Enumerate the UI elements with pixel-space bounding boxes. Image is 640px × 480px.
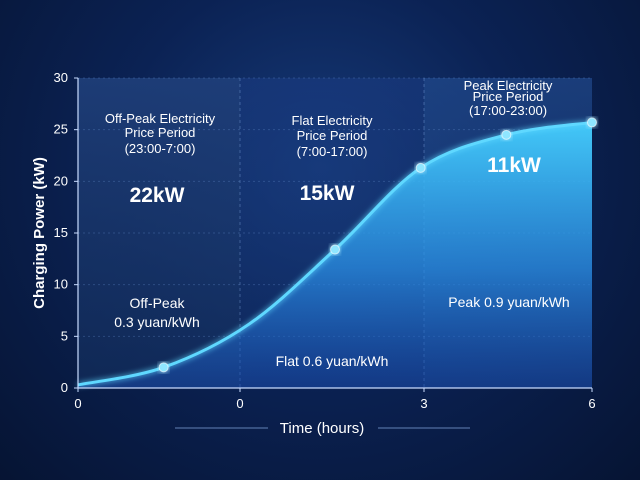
y-tick-label: 30 [54,70,68,85]
period-power-label: 11kW [487,154,541,177]
y-tick-label: 5 [61,328,68,343]
x-tick-label: 3 [420,396,427,411]
period-title-line: (17:00-23:00) [469,103,547,118]
period-price-label: Flat 0.6 yuan/kWh [276,353,389,369]
y-tick-label: 25 [54,122,68,137]
x-tick-label: 0 [236,396,243,411]
y-tick-label: 20 [54,173,68,188]
y-axis-label: Charging Power (kW) [31,157,48,309]
period-price-label: 0.3 yuan/kWh [114,314,200,330]
y-tick-label: 10 [54,277,68,292]
period-price-label: Off-Peak [130,295,186,311]
x-axis-label: Time (hours) [280,420,364,437]
data-point [330,244,340,255]
data-point [415,162,426,173]
period-title-line: Price Period [125,125,196,140]
period-title-line: Price Period [297,128,368,143]
period-title-line: Flat Electricity [292,113,373,128]
y-tick-label: 15 [54,225,68,240]
period-title-line: Peak Electricity [464,78,553,93]
period-power-label: 15kW [300,182,355,205]
period-title-line: Off-Peak Electricity [105,111,216,126]
period-power-label: 22kW [130,184,185,207]
period-price-label: Peak 0.9 yuan/kWh [448,294,569,310]
price-period-band-1 [78,78,240,388]
x-tick-label: 6 [588,396,595,411]
data-point [158,362,169,373]
y-tick-label: 0 [61,380,68,395]
period-title-line: Price Period [473,89,544,104]
data-point [501,129,512,140]
data-point [587,117,597,128]
x-tick-label: 0 [74,396,81,411]
period-title-line: (23:00-7:00) [125,141,196,156]
period-title-line: (7:00-17:00) [297,144,368,159]
area-layer [77,117,597,388]
area-fill [78,122,592,388]
